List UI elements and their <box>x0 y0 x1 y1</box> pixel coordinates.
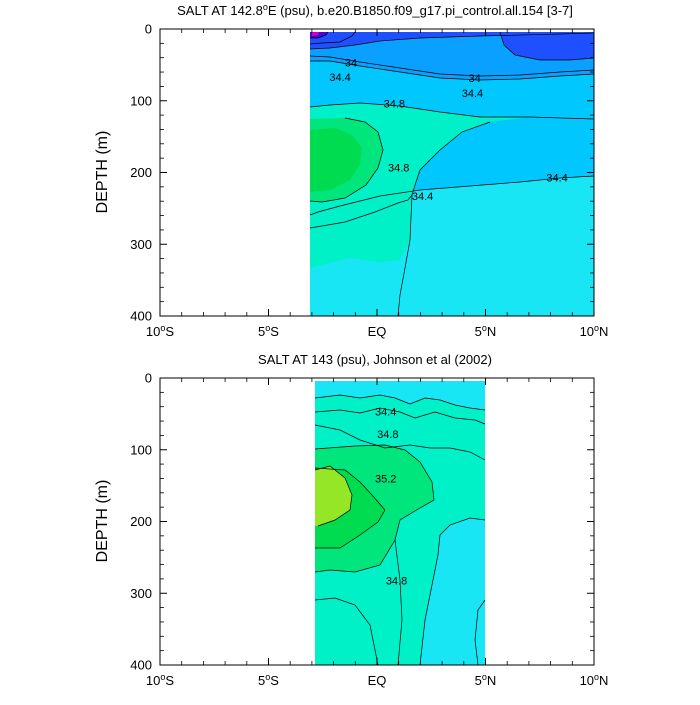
contour-line <box>309 117 384 203</box>
fill-34-4 <box>315 381 485 410</box>
y-tick-label: 400 <box>130 658 152 673</box>
panel-1-title: SALT AT 142.8oE (psu), b.e20.B1850.f09_g… <box>177 2 573 18</box>
fill-34-6-ne <box>420 518 485 665</box>
fill-ne-low <box>500 32 594 60</box>
contour-line <box>309 121 491 229</box>
x-tick-label: EQ <box>368 324 387 339</box>
contour-label-group: 34.8 <box>386 575 407 587</box>
y-tick-label: 200 <box>130 514 152 529</box>
fill-35-3 <box>315 466 352 526</box>
panel-2-y-axis-label: DEPTH (m) <box>94 480 111 563</box>
y-tick-label: 400 <box>130 309 152 324</box>
y-tick-label: 200 <box>130 165 152 180</box>
contour-label: 34 <box>469 73 481 85</box>
panel-2-contour-lines <box>314 394 486 666</box>
contour-line <box>309 31 356 45</box>
contour-label: 34 <box>345 58 357 70</box>
y-tick-label: 0 <box>145 371 152 386</box>
contour-line <box>314 465 353 527</box>
contour-line <box>314 444 435 573</box>
panel-2-title: SALT AT 143 (psu), Johnson et al (2002) <box>258 352 492 367</box>
contour-label: 34.4 <box>329 72 350 84</box>
panel-1-y-axis-label: DEPTH (m) <box>94 131 111 214</box>
contour-label-group: 34.8 <box>377 429 398 441</box>
contour-label: 34.8 <box>377 429 398 441</box>
contour-label-group: 34.4 <box>375 407 396 419</box>
contour-label: 34.4 <box>412 191 433 203</box>
contour-line <box>314 424 486 461</box>
contour-label-group: 34.4 <box>546 173 567 185</box>
panel-2-contour-fills <box>315 381 485 665</box>
contour-line <box>314 407 486 425</box>
contour-label-group: 34.4 <box>412 191 433 203</box>
contour-label-group: 34.4 <box>329 72 350 84</box>
contour-line <box>309 32 595 50</box>
contour-line <box>309 55 595 77</box>
contour-label: 34.8 <box>384 99 405 111</box>
contour-line <box>419 517 486 666</box>
x-tick-label: 10oS <box>146 323 174 339</box>
y-tick-label: 300 <box>130 237 152 252</box>
fill-34-strip <box>310 32 594 49</box>
panel-1: SALT AT 142.8oE (psu), b.e20.B1850.f09_g… <box>94 2 608 339</box>
x-tick-label: 10oN <box>580 323 609 339</box>
fill-35-1 <box>310 128 362 192</box>
x-tick-label: 10oN <box>580 672 609 688</box>
panel-1-axes: 10oS 5oS EQ 5oN 10oN 0 100 200 300 400 <box>130 22 608 340</box>
contour-line <box>499 31 595 61</box>
contour-line <box>309 175 595 216</box>
contour-line <box>310 60 595 81</box>
x-tick-label: EQ <box>368 673 387 688</box>
contour-label-group: 34 <box>345 58 357 70</box>
contour-label: 34.4 <box>462 88 483 100</box>
x-tick-label: 5oN <box>475 323 497 339</box>
contour-line <box>309 102 595 120</box>
contour-label-group: 35.2 <box>375 473 396 485</box>
y-tick-label: 0 <box>145 22 152 37</box>
contour-label: 34.4 <box>546 173 567 185</box>
fill-min <box>312 32 319 36</box>
y-tick-label: 300 <box>130 586 152 601</box>
contour-label-group: 34 <box>469 73 481 85</box>
contour-label: 34.8 <box>386 575 407 587</box>
contour-label-group: 34.8 <box>384 99 405 111</box>
panel-2-contour-labels: 34.4 34.8 35.2 34.8 <box>375 407 407 588</box>
contour-line <box>474 599 486 666</box>
contour-line <box>397 194 413 317</box>
contour-label: 34.4 <box>375 407 396 419</box>
contour-line <box>314 394 486 411</box>
panel-2-axes: 10oS 5oS EQ 5oN 10oN 0 100 200 300 400 <box>130 371 608 689</box>
contour-label-group: 34.4 <box>462 88 483 100</box>
x-tick-label: 5oN <box>475 672 497 688</box>
contour-label: 35.2 <box>375 473 396 485</box>
contour-line <box>314 467 386 549</box>
y-tick-label: 100 <box>130 93 152 108</box>
x-tick-label: 5oS <box>258 323 279 339</box>
contour-label-group: 34.8 <box>388 162 409 174</box>
fill-34-8-lower <box>310 195 412 268</box>
contour-line <box>314 597 379 666</box>
x-tick-label: 10oS <box>146 672 174 688</box>
contour-label: 34.8 <box>388 162 409 174</box>
x-tick-label: 5oS <box>258 672 279 688</box>
panel-1-contour-labels: 34 34.4 34 34.4 34.8 34.8 34.4 34.4 <box>329 58 567 203</box>
contour-line <box>310 31 329 39</box>
y-tick-label: 100 <box>130 442 152 457</box>
panel-2: SALT AT 143 (psu), Johnson et al (2002) … <box>94 352 608 688</box>
contour-line <box>394 539 403 666</box>
panel-1-contour-lines <box>309 31 595 317</box>
